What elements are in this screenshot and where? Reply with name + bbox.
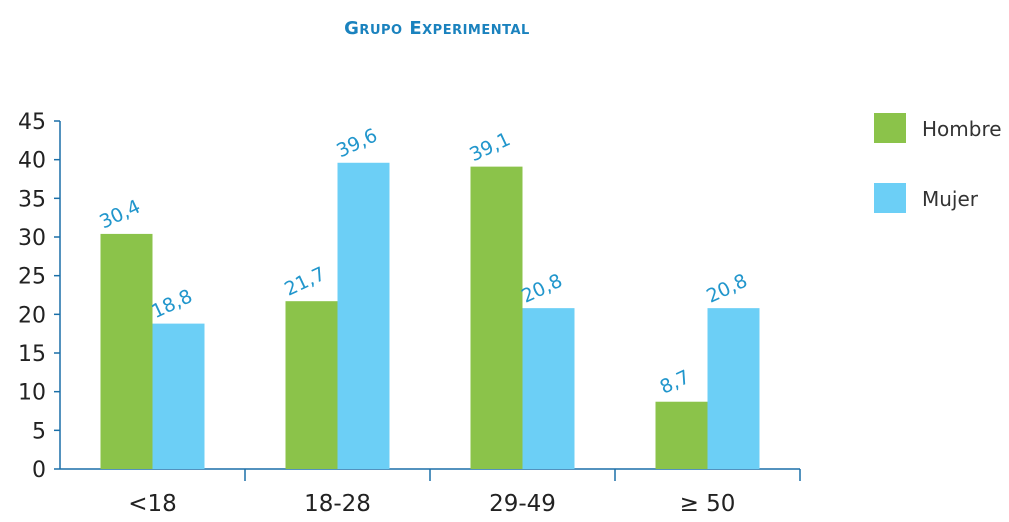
x-tick-label: ≥ 50 bbox=[680, 491, 736, 517]
bar-hombre bbox=[285, 301, 338, 469]
y-tick-label: 25 bbox=[18, 265, 46, 290]
legend-label-mujer: Mujer bbox=[922, 187, 979, 211]
data-label: 20,8 bbox=[703, 270, 751, 308]
legend-label-hombre: Hombre bbox=[922, 117, 1002, 141]
bar-mujer bbox=[152, 323, 205, 469]
bar-mujer bbox=[707, 308, 760, 469]
data-label: 20,8 bbox=[518, 270, 566, 308]
y-tick-label: 15 bbox=[18, 342, 46, 367]
y-tick-label: 0 bbox=[32, 458, 46, 483]
bar-mujer bbox=[337, 162, 390, 469]
data-label: 30,4 bbox=[96, 196, 144, 234]
legend-swatch-hombre bbox=[874, 113, 906, 143]
y-tick-label: 30 bbox=[18, 226, 46, 251]
y-tick-label: 35 bbox=[18, 187, 46, 212]
data-label: 21,7 bbox=[281, 263, 329, 301]
data-label: 8,7 bbox=[657, 366, 694, 399]
legend-swatch-mujer bbox=[874, 183, 906, 213]
y-tick-label: 40 bbox=[18, 149, 46, 174]
data-label: 18,8 bbox=[148, 285, 196, 323]
x-tick-label: <18 bbox=[128, 491, 177, 517]
data-label: 39,1 bbox=[466, 128, 514, 166]
data-label: 39,6 bbox=[333, 124, 381, 162]
y-tick-label: 45 bbox=[18, 110, 46, 135]
chart-title: Grupo Experimental bbox=[344, 18, 530, 39]
y-tick-label: 5 bbox=[32, 419, 46, 444]
bar-mujer bbox=[522, 308, 575, 469]
bar-hombre bbox=[470, 166, 523, 470]
x-tick-label: 29-49 bbox=[489, 491, 556, 517]
bar-hombre bbox=[100, 233, 153, 469]
y-tick-label: 20 bbox=[18, 303, 46, 328]
x-tick-label: 18-28 bbox=[304, 491, 371, 517]
y-tick-label: 10 bbox=[18, 381, 46, 406]
bar-hombre bbox=[655, 401, 708, 469]
